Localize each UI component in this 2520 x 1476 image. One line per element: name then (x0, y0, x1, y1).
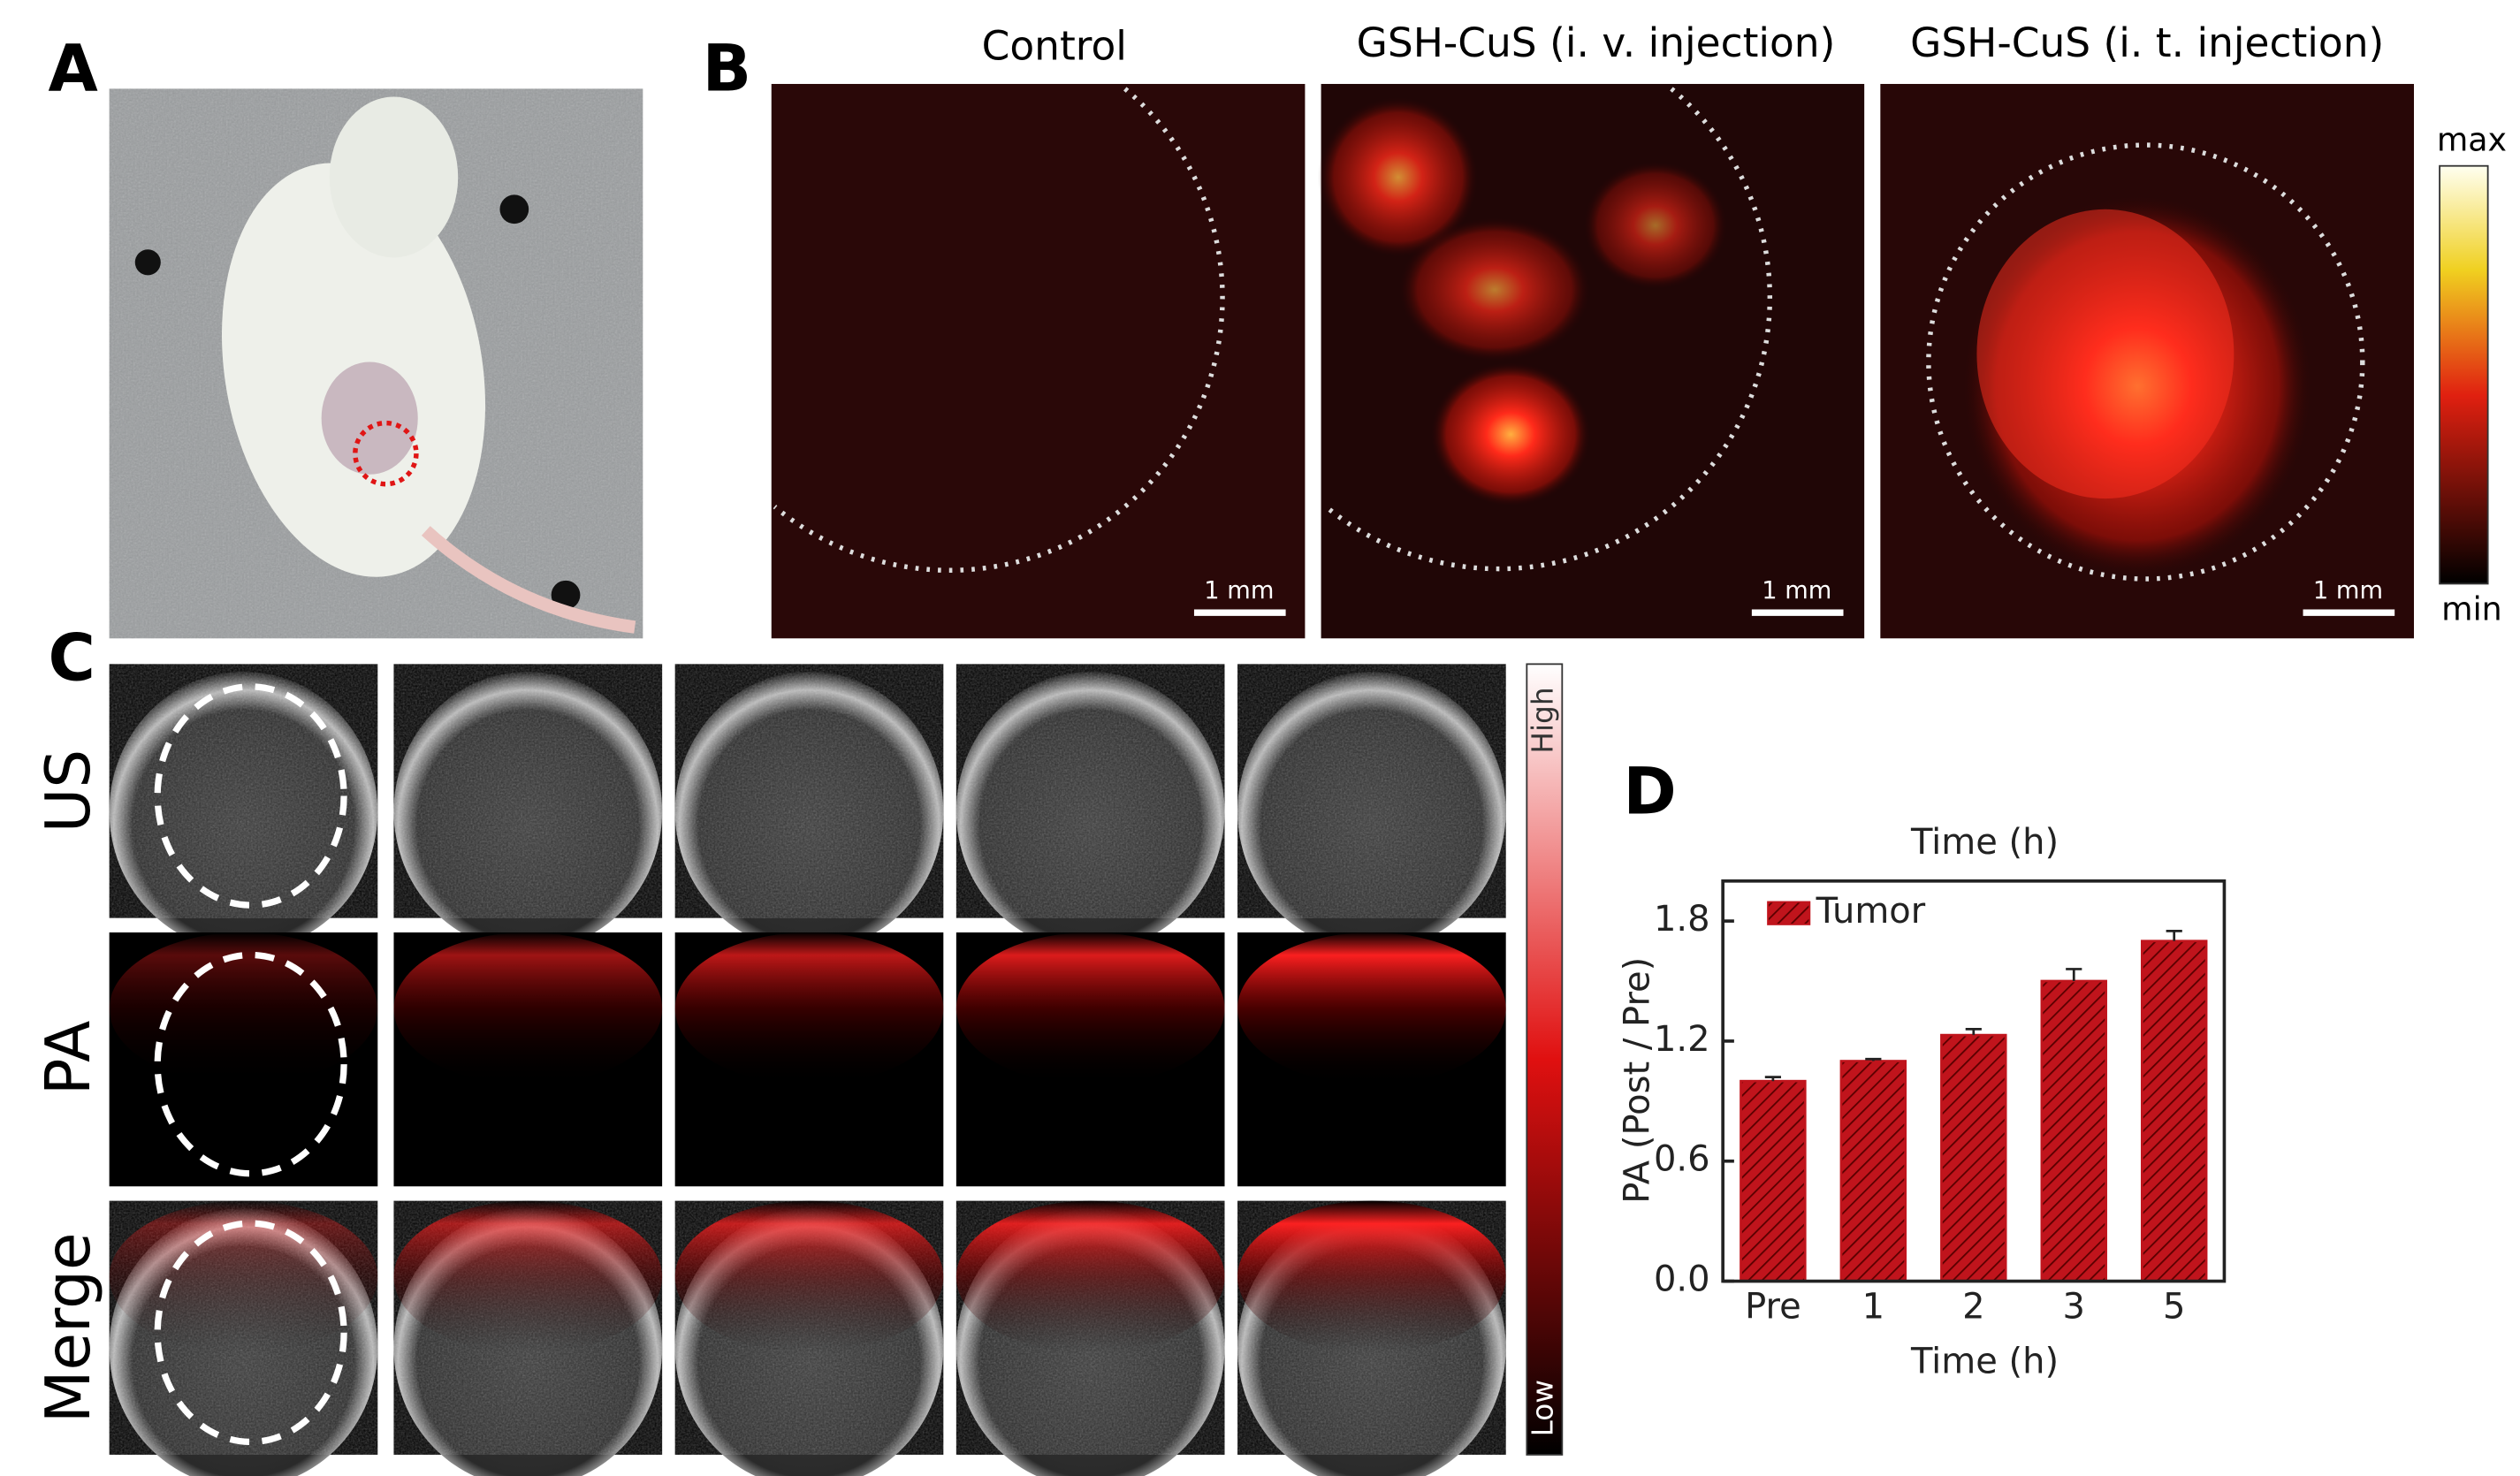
panel-label: B (703, 31, 751, 106)
colorbar-label: Low (1526, 1380, 1559, 1436)
scale-bar-label: 1 mm (1204, 577, 1274, 605)
error-bar (2066, 968, 2082, 982)
pa-signal (109, 932, 378, 1085)
us-speckle (1237, 664, 1506, 918)
error-bar (1764, 1076, 1781, 1082)
pa-image-it (1880, 83, 2414, 639)
image-grid (109, 664, 1506, 1476)
legend-swatch (1767, 901, 1811, 925)
pa-signal (955, 1200, 1225, 1354)
colorbar-label: max (2437, 120, 2507, 158)
colorbar (2439, 164, 2489, 585)
error-bar (2166, 930, 2182, 941)
pa-image-control (771, 83, 1306, 639)
x-tick-label: 3 (2063, 1286, 2085, 1327)
error-bar (1865, 1057, 1882, 1061)
panel-label: C (49, 621, 95, 696)
x-tick-label: 5 (2163, 1286, 2185, 1327)
colorbar-label: High (1526, 687, 1559, 753)
y-axis-label: PA (Post / Pre) (1618, 957, 1658, 1204)
y-tick-label: 0.6 (1654, 1139, 1710, 1180)
plot-frame (1721, 879, 2227, 1283)
tumor-outline (154, 951, 347, 1177)
pa-signal (674, 1200, 944, 1354)
us-speckle (393, 664, 663, 918)
panel-label: D (1623, 754, 1676, 829)
plot: 0.0 0.6 1.2 1.8 Pre 1 2 3 5 Tumor (1654, 891, 2208, 1327)
pa-signal (955, 932, 1225, 1085)
pa-signal (109, 1200, 378, 1354)
pa-signal (1237, 932, 1506, 1085)
image-title: GSH-CuS (i. t. injection) (1910, 19, 2384, 66)
error-bar (1965, 1027, 1982, 1036)
tumor-outline (154, 1220, 347, 1446)
us-speckle (955, 664, 1225, 918)
scale-bar-label: 1 mm (1762, 577, 1831, 605)
y-tick-label: 1.8 (1654, 899, 1710, 940)
image-title: GSH-CuS (i. v. injection) (1357, 19, 1836, 66)
pa-image-iv (1317, 83, 1865, 639)
chart-title: Time (h) (1910, 822, 2059, 863)
pa-signal (393, 1200, 663, 1354)
x-axis-label: Time (h) (1910, 1341, 2059, 1381)
pa-signal (674, 932, 944, 1085)
bar (2040, 979, 2107, 1282)
colorbar (1526, 663, 1564, 1456)
x-tick-label: 1 (1862, 1286, 1884, 1327)
y-tick-label: 1.2 (1654, 1019, 1710, 1060)
bar (1839, 1060, 1907, 1282)
colorbar-label: min (2441, 590, 2502, 628)
row-label: US (34, 749, 104, 833)
panel-label: A (49, 31, 98, 106)
us-speckle (674, 664, 944, 918)
pa-signal (393, 932, 663, 1085)
x-tick-label: 2 (1962, 1286, 1984, 1327)
photo-mouse (109, 88, 643, 639)
row-label: Merge (34, 1232, 104, 1423)
pa-signal (1237, 1200, 1506, 1354)
legend-label: Tumor (1816, 891, 1926, 932)
us-speckle (109, 664, 378, 918)
scale-bar-label: 1 mm (2313, 577, 2383, 605)
bar (2140, 940, 2208, 1282)
row-label: PA (34, 1021, 104, 1096)
y-tick-label: 0.0 (1654, 1259, 1710, 1300)
x-tick-label: Pre (1745, 1286, 1801, 1327)
bar (1940, 1033, 2007, 1282)
image-title: Control (982, 22, 1127, 69)
bar (1740, 1079, 1807, 1282)
